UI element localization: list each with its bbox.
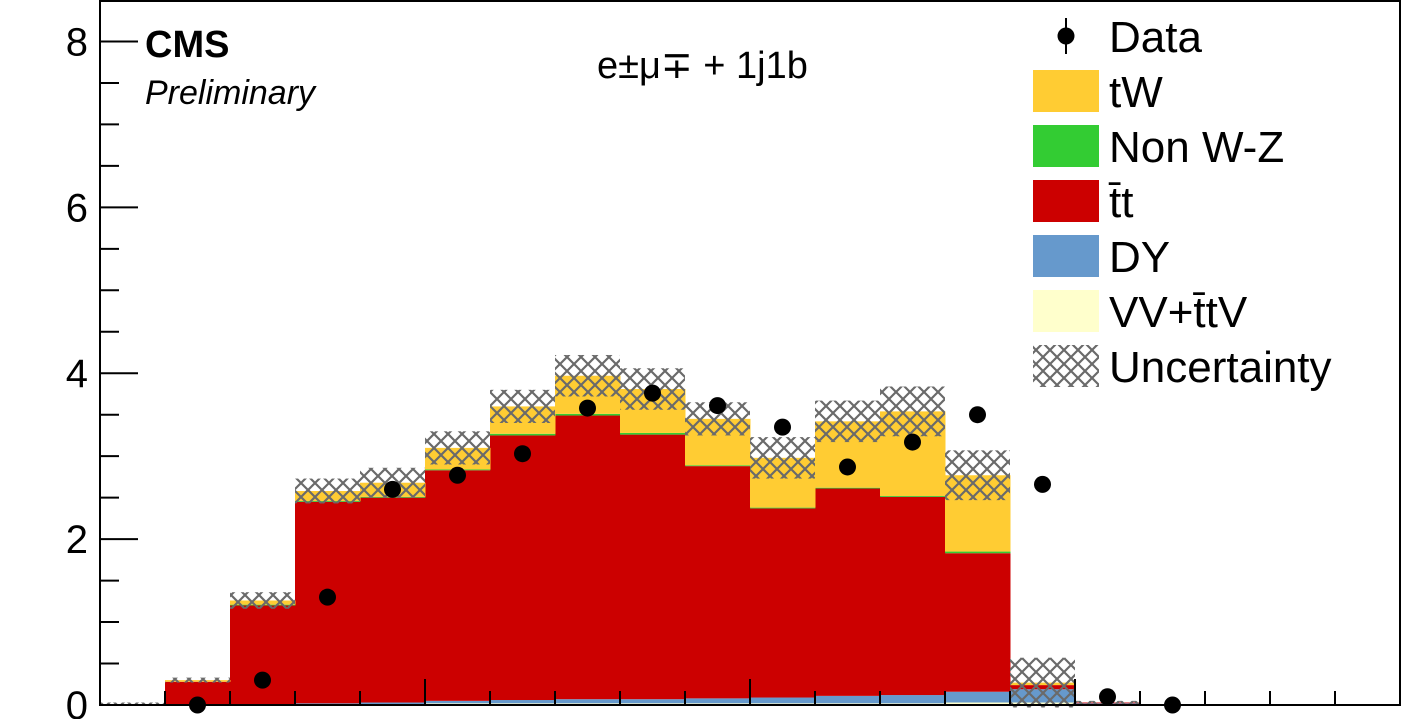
bar-t-t-bin-8	[620, 434, 686, 700]
data-point-bin-13	[969, 406, 986, 424]
bar-non-w-z-bin-6	[490, 433, 556, 436]
legend-label-data: Data	[1109, 13, 1202, 62]
bar-non-w-z-bin-9	[685, 465, 751, 467]
legend-swatch-vv-t-tv	[1033, 290, 1099, 332]
bar-non-w-z-bin-12	[880, 495, 946, 497]
legend-swatch-tw	[1033, 70, 1099, 112]
uncertainty-bin-11	[815, 400, 880, 443]
uncertainty-bin-3	[295, 478, 360, 504]
bar-dy-bin-10	[750, 697, 816, 704]
legend-swatch-dy	[1033, 235, 1099, 277]
bar-t-t-bin-11	[815, 488, 881, 696]
region-label: e±μ∓ + 1j1b	[597, 45, 808, 87]
bar-t-t-bin-7	[555, 415, 621, 700]
bar-non-w-z-bin-8	[620, 432, 686, 435]
data-point-bin-10	[774, 418, 791, 436]
stacked-histogram	[100, 375, 1141, 705]
bar-non-w-z-bin-13	[945, 551, 1011, 554]
y-tick-label-0: 0	[66, 684, 88, 719]
data-point-bin-9	[709, 397, 726, 415]
uncertainty-band	[100, 354, 1140, 708]
y-tick-label-8: 8	[66, 20, 88, 64]
data-point-bin-2	[254, 671, 271, 689]
bar-t-t-bin-6	[490, 435, 556, 701]
bar-t-t-bin-4	[360, 497, 426, 703]
data-point-bin-14	[1034, 475, 1051, 493]
data-point-bin-3	[319, 588, 336, 606]
legend-label-vv-t-tv: VV+t̄tV	[1109, 288, 1248, 337]
uncertainty-bin-12	[880, 386, 945, 437]
uncertainty-bin-7	[555, 354, 620, 397]
status-label: Preliminary	[145, 74, 317, 112]
bar-t-t-bin-10	[750, 508, 816, 698]
y-tick-label-6: 6	[66, 186, 88, 230]
legend-label-non-w-z: Non W-Z	[1109, 123, 1284, 172]
experiment-label: CMS	[145, 24, 229, 66]
legend-label-uncertainty: Uncertainty	[1109, 343, 1332, 392]
bar-dy-bin-6	[490, 700, 556, 704]
y-tick-label-4: 4	[66, 352, 88, 396]
data-point-bin-11	[839, 458, 856, 476]
bar-dy-bin-5	[425, 700, 491, 704]
legend: Data tW Non W-Z t̄t DY VV+t̄tV Uncertainty	[1033, 13, 1332, 392]
data-point-bin-15	[1099, 688, 1116, 706]
uncertainty-bin-5	[425, 431, 490, 465]
uncertainty-bin-6	[490, 389, 555, 423]
bar-t-t-bin-5	[425, 470, 491, 701]
data-point-bin-4	[384, 480, 401, 498]
bar-dy-bin-4	[360, 702, 426, 705]
axes: 0 2 4 6 8	[66, 0, 1401, 719]
y-tick-label-2: 2	[66, 518, 88, 562]
uncertainty-bin-1	[165, 677, 230, 683]
legend-label-t-t: t̄t	[1109, 178, 1134, 227]
data-point-bin-8	[644, 384, 661, 402]
bar-t-t-bin-12	[880, 496, 946, 696]
bar-t-t-bin-1	[165, 681, 231, 705]
data-point-bin-6	[514, 445, 531, 463]
bar-non-w-z-bin-10	[750, 507, 816, 509]
legend-swatch-non-w-z	[1033, 125, 1099, 167]
uncertainty-bin-2	[230, 592, 295, 609]
bar-dy-bin-9	[685, 698, 751, 704]
uncertainty-bin-10	[750, 437, 815, 479]
bar-dy-bin-12	[880, 695, 946, 704]
bar-dy-bin-8	[620, 699, 686, 704]
data-point-bin-7	[579, 399, 596, 417]
legend-label-tw: tW	[1109, 68, 1163, 117]
bar-dy-bin-13	[945, 691, 1011, 703]
legend-swatch-uncertainty	[1033, 345, 1099, 387]
data-point-bin-12	[904, 433, 921, 451]
bar-t-t-bin-2	[230, 605, 296, 705]
bar-dy-bin-7	[555, 699, 621, 704]
legend-label-dy: DY	[1109, 233, 1170, 282]
bar-dy-bin-11	[815, 695, 881, 704]
bar-t-t-bin-13	[945, 553, 1011, 692]
legend-swatch-t-t	[1033, 180, 1099, 222]
bar-t-t-bin-9	[685, 466, 751, 699]
data-point-bin-5	[449, 466, 466, 484]
legend-marker-data	[1057, 27, 1075, 45]
bar-dy-bin-3	[295, 703, 361, 705]
bar-vv-t-tv-bin-13	[945, 702, 1011, 705]
uncertainty-bin-14	[1010, 657, 1075, 708]
uncertainty-bin-13	[945, 450, 1010, 501]
bar-non-w-z-bin-11	[815, 487, 881, 489]
data-points	[189, 384, 1181, 714]
